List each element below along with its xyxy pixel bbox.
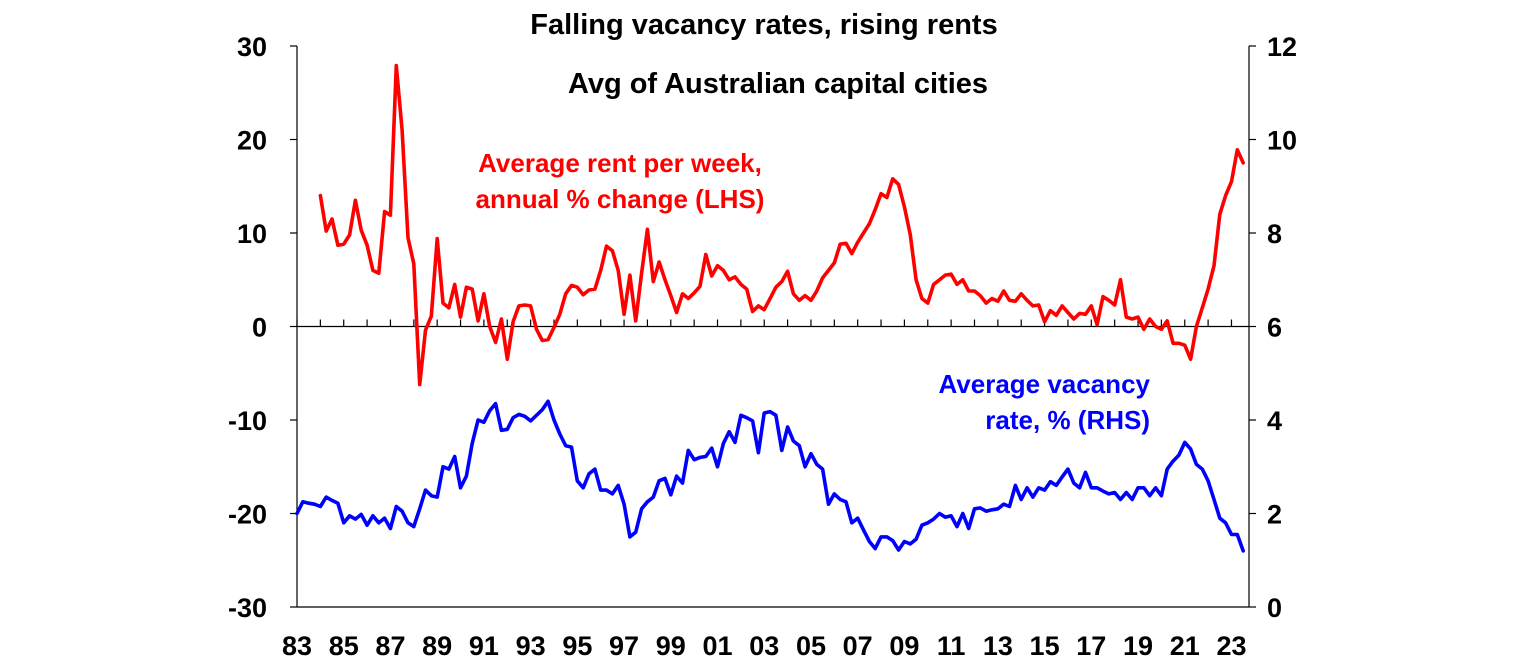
left-axis-tick-label: -10 bbox=[228, 406, 267, 436]
vacancy-series-label-line-1: Average vacancy bbox=[938, 369, 1150, 399]
rent-series-label-line-2: annual % change (LHS) bbox=[476, 184, 765, 214]
series-layer bbox=[295, 63, 1245, 553]
rent-change-series-line bbox=[318, 63, 1245, 387]
x-axis-tick-label: 09 bbox=[889, 631, 919, 661]
x-axis-tick-label: 13 bbox=[983, 631, 1013, 661]
right-axis-tick-label: 2 bbox=[1267, 500, 1282, 530]
vacancy-series-label-line-2: rate, % (RHS) bbox=[985, 405, 1150, 435]
x-axis-tick-label: 95 bbox=[562, 631, 592, 661]
right-axis-tick-label: 10 bbox=[1267, 126, 1297, 156]
x-axis-tick-label: 85 bbox=[329, 631, 359, 661]
left-axis-tick-label: -20 bbox=[228, 500, 267, 530]
x-axis-tick-label: 91 bbox=[469, 631, 499, 661]
right-axis-tick-label: 8 bbox=[1267, 219, 1282, 249]
x-axis-tick-label: 83 bbox=[282, 631, 312, 661]
vacancy-rate-series-line bbox=[295, 399, 1245, 553]
right-axis-tick-label: 4 bbox=[1267, 406, 1282, 436]
x-axis-tick-label: 99 bbox=[656, 631, 686, 661]
x-axis-tick-label: 89 bbox=[422, 631, 452, 661]
x-axis-tick-label: 05 bbox=[796, 631, 826, 661]
x-axis-tick-label: 01 bbox=[702, 631, 732, 661]
chart-subtitle: Avg of Australian capital cities bbox=[568, 68, 988, 100]
right-axis-tick-label: 0 bbox=[1267, 593, 1282, 623]
left-axis-tick-label: 30 bbox=[237, 32, 267, 62]
x-axis-tick-label: 97 bbox=[609, 631, 639, 661]
x-axis-tick-label: 87 bbox=[375, 631, 405, 661]
x-axis-tick-label: 15 bbox=[1030, 631, 1060, 661]
left-axis-tick-label: 0 bbox=[252, 313, 267, 343]
x-axis-tick-label: 19 bbox=[1123, 631, 1153, 661]
left-axis-tick-label: 20 bbox=[237, 126, 267, 156]
left-axis-tick-label: 10 bbox=[237, 219, 267, 249]
right-axis-tick-label: 12 bbox=[1267, 32, 1297, 62]
rent-series-label-line-1: Average rent per week, bbox=[478, 148, 762, 178]
chart-title: Falling vacancy rates, rising rents bbox=[530, 9, 997, 41]
x-axis-tick-label: 03 bbox=[749, 631, 779, 661]
x-axis-tick-label: 11 bbox=[937, 631, 966, 661]
x-axis-tick-label: 93 bbox=[516, 631, 546, 661]
x-axis-tick-label: 07 bbox=[843, 631, 873, 661]
x-axis-tick-label: 17 bbox=[1076, 631, 1106, 661]
x-axis-tick-label: 23 bbox=[1216, 631, 1246, 661]
right-axis-tick-label: 6 bbox=[1267, 313, 1282, 343]
left-axis-tick-label: -30 bbox=[228, 593, 267, 623]
x-axis-tick-label: 21 bbox=[1170, 631, 1200, 661]
